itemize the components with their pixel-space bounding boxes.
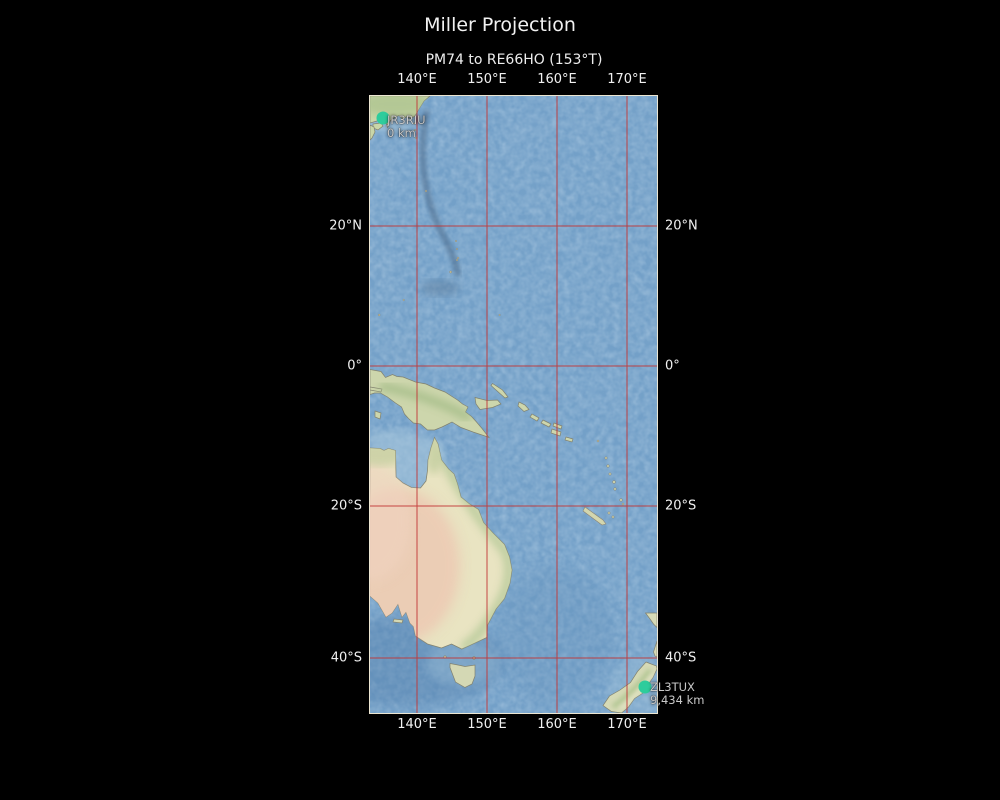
izu-bonin-trench xyxy=(419,109,461,277)
land-new-britain xyxy=(474,397,502,410)
y-tick-right: 0° xyxy=(665,358,680,374)
y-tick-left: 0° xyxy=(347,358,362,374)
marker-callsign: JR3RIU xyxy=(387,113,426,127)
small-islands xyxy=(377,122,600,443)
land-japan-kyushu xyxy=(370,124,376,141)
map-terrain xyxy=(370,96,657,713)
marker-callsign: ZL3TUX xyxy=(650,680,695,694)
plot-subtitle: PM74 to RE66HO (153°T) xyxy=(425,52,603,68)
y-tick-left: 20°S xyxy=(330,498,362,514)
y-tick-left: 40°S xyxy=(330,650,362,666)
land-new-ireland xyxy=(490,383,509,399)
x-tick-bottom: 160°E xyxy=(537,717,577,732)
land-tasmania xyxy=(449,663,476,688)
marker-distance: 9,434 km xyxy=(650,693,705,708)
y-tick-right: 40°S xyxy=(665,650,697,666)
x-tick-top: 150°E xyxy=(467,72,507,87)
land-new-caledonia xyxy=(582,506,607,526)
marker-distance: 0 km xyxy=(387,126,416,141)
map-frame xyxy=(369,95,658,714)
x-tick-bottom: 170°E xyxy=(607,717,647,732)
x-tick-bottom: 150°E xyxy=(467,717,507,732)
land-vanuatu xyxy=(604,456,625,519)
y-tick-right: 20°N xyxy=(665,218,698,234)
x-tick-top: 160°E xyxy=(537,72,577,87)
marker-label-zl3tux: ZL3TUX 9,434 km xyxy=(650,680,705,708)
x-tick-top: 170°E xyxy=(607,72,647,87)
y-tick-left: 20°N xyxy=(329,218,362,234)
land-nz-north xyxy=(644,612,657,658)
bass-shelf xyxy=(426,641,498,685)
x-tick-bottom: 140°E xyxy=(397,717,437,732)
x-tick-top: 140°E xyxy=(397,72,437,87)
marker-label-jr3riu: JR3RIU 0 km xyxy=(387,113,426,141)
deep-water-tasman xyxy=(495,566,615,706)
land-solomons xyxy=(529,413,574,443)
y-tick-right: 20°S xyxy=(665,498,697,514)
land-bougainville xyxy=(517,401,530,412)
plot-title: Miller Projection xyxy=(424,14,576,36)
